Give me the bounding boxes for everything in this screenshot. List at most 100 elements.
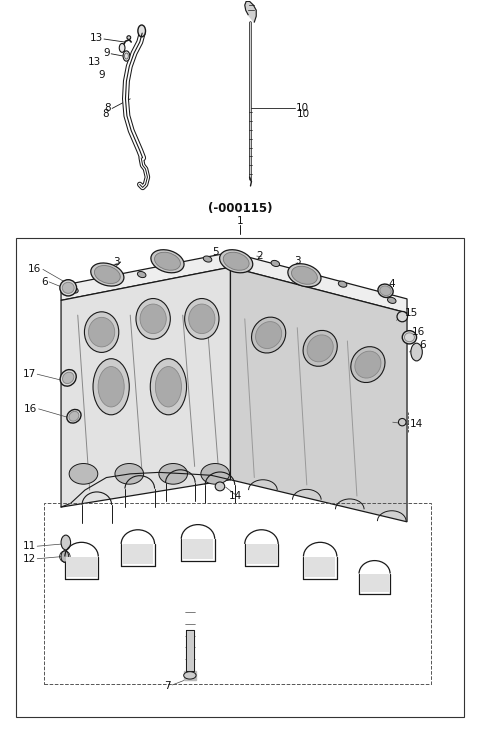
Bar: [44, 503, 431, 684]
Ellipse shape: [69, 411, 79, 421]
Polygon shape: [183, 539, 213, 559]
Text: 16: 16: [28, 265, 41, 274]
Ellipse shape: [271, 260, 279, 267]
Circle shape: [370, 575, 379, 590]
Text: 8: 8: [105, 104, 111, 113]
Text: 9: 9: [99, 70, 106, 80]
Ellipse shape: [95, 265, 120, 284]
Polygon shape: [61, 253, 407, 313]
Text: 17: 17: [23, 369, 36, 379]
Ellipse shape: [303, 330, 337, 366]
Ellipse shape: [402, 330, 417, 344]
Ellipse shape: [127, 36, 131, 39]
Text: 16: 16: [412, 327, 425, 337]
Polygon shape: [122, 544, 153, 564]
Ellipse shape: [351, 347, 385, 382]
Text: 16: 16: [24, 404, 37, 414]
Ellipse shape: [291, 266, 317, 285]
Polygon shape: [245, 1, 256, 22]
Ellipse shape: [185, 299, 219, 339]
Ellipse shape: [67, 410, 81, 423]
Text: 7: 7: [164, 681, 171, 691]
Ellipse shape: [184, 671, 196, 679]
Circle shape: [315, 559, 325, 574]
Ellipse shape: [288, 264, 321, 287]
Ellipse shape: [255, 322, 282, 348]
Ellipse shape: [378, 284, 393, 297]
Ellipse shape: [380, 286, 391, 296]
Circle shape: [411, 343, 422, 361]
Ellipse shape: [69, 464, 98, 484]
Ellipse shape: [91, 263, 124, 286]
Ellipse shape: [88, 317, 115, 347]
Ellipse shape: [215, 482, 225, 491]
Text: 8: 8: [102, 109, 109, 119]
Ellipse shape: [223, 252, 249, 270]
Polygon shape: [360, 574, 389, 591]
Ellipse shape: [220, 250, 253, 273]
Text: 14: 14: [228, 491, 242, 501]
Ellipse shape: [115, 464, 144, 484]
Text: 13: 13: [87, 57, 101, 67]
Ellipse shape: [189, 304, 215, 333]
Ellipse shape: [70, 287, 78, 293]
Bar: [16, 238, 464, 717]
Ellipse shape: [62, 372, 74, 384]
Circle shape: [98, 367, 124, 407]
Circle shape: [61, 535, 71, 550]
Ellipse shape: [355, 351, 381, 378]
Ellipse shape: [307, 335, 333, 362]
Ellipse shape: [252, 317, 286, 353]
Ellipse shape: [84, 312, 119, 353]
Polygon shape: [184, 671, 196, 679]
Circle shape: [119, 44, 125, 53]
Ellipse shape: [397, 311, 408, 322]
Ellipse shape: [338, 281, 347, 288]
Ellipse shape: [62, 282, 74, 293]
Text: 11: 11: [23, 541, 36, 551]
Ellipse shape: [60, 370, 76, 386]
Text: 6: 6: [42, 277, 48, 287]
Ellipse shape: [140, 304, 166, 333]
Circle shape: [61, 551, 69, 562]
Ellipse shape: [136, 299, 170, 339]
Ellipse shape: [159, 464, 188, 484]
Text: 9: 9: [104, 48, 110, 58]
Circle shape: [133, 547, 143, 562]
Ellipse shape: [151, 250, 184, 273]
Text: 1: 1: [237, 216, 243, 226]
Ellipse shape: [60, 279, 76, 296]
Polygon shape: [305, 556, 336, 576]
Ellipse shape: [155, 252, 180, 270]
Circle shape: [257, 547, 266, 562]
Text: 3: 3: [113, 257, 120, 267]
Circle shape: [150, 359, 187, 415]
Circle shape: [93, 359, 129, 415]
Text: 10: 10: [296, 104, 310, 113]
Polygon shape: [246, 544, 277, 564]
Polygon shape: [230, 268, 407, 522]
Polygon shape: [186, 631, 194, 671]
Text: 5: 5: [212, 247, 218, 257]
Circle shape: [123, 51, 130, 62]
Ellipse shape: [204, 256, 212, 262]
Circle shape: [77, 559, 86, 574]
Text: 10: 10: [297, 109, 311, 119]
Polygon shape: [61, 268, 230, 507]
Text: 14: 14: [409, 419, 423, 428]
Text: 4: 4: [388, 279, 395, 289]
Text: 3: 3: [294, 256, 300, 266]
Text: (-000115): (-000115): [208, 202, 272, 215]
Text: 13: 13: [90, 33, 103, 43]
Circle shape: [138, 25, 145, 37]
Ellipse shape: [387, 297, 396, 303]
Text: 12: 12: [23, 554, 36, 564]
Circle shape: [193, 542, 203, 556]
Text: 6: 6: [419, 339, 426, 350]
Circle shape: [156, 367, 181, 407]
Text: 15: 15: [405, 308, 418, 318]
Text: 2: 2: [256, 251, 263, 261]
Ellipse shape: [137, 271, 146, 278]
Ellipse shape: [398, 419, 406, 426]
Polygon shape: [66, 556, 97, 576]
